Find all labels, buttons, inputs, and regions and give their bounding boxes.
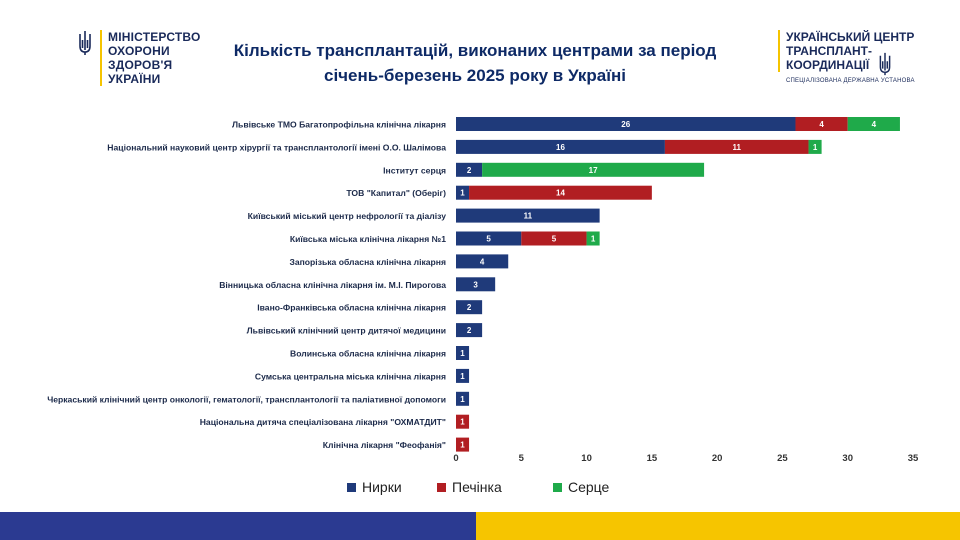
legend-label-heart: Серце [568, 479, 610, 495]
bar-segment-heart [847, 117, 900, 131]
x-tick-label: 20 [712, 453, 723, 464]
trident-icon [879, 52, 891, 76]
data-label: 2 [467, 303, 472, 312]
bar-segment-kidney [456, 117, 796, 131]
x-tick-label: 30 [842, 453, 853, 464]
data-label: 14 [556, 189, 565, 198]
ministry-name-line: УКРАЇНИ [108, 72, 161, 86]
footer-band-yellow [476, 512, 960, 540]
data-label: 11 [732, 143, 741, 152]
data-label: 4 [819, 120, 824, 129]
category-label: Вінницька обласна клінічна лікарня ім. М… [219, 280, 446, 290]
transplant-center-name-line: УКРАЇНСЬКИЙ ЦЕНТР [786, 30, 915, 44]
data-label: 11 [524, 212, 533, 221]
chart-title-line: Кількість трансплантацій, виконаних цент… [233, 41, 717, 60]
data-label: 1 [460, 418, 465, 427]
x-tick-label: 0 [453, 453, 458, 464]
data-label: 26 [621, 120, 630, 129]
bar-segment-liver [664, 139, 809, 154]
category-label: Львівський клінічний центр дитячої медиц… [247, 326, 446, 336]
bar-segment-kidney [456, 323, 483, 338]
category-label: Клінічна лікарня "Феофанія" [323, 440, 446, 450]
bar-segment-kidney [456, 139, 665, 154]
data-label: 1 [460, 372, 465, 381]
trident-icon [79, 31, 91, 55]
data-label: 5 [552, 235, 557, 244]
data-label: 1 [460, 349, 465, 358]
bar-segment-heart [482, 162, 705, 177]
category-label: Волинська обласна клінічна лікарня [290, 349, 446, 359]
data-label: 4 [872, 120, 877, 129]
data-label: 2 [467, 166, 472, 175]
category-label: Черкаський клінічний центр онкології, ге… [47, 394, 446, 404]
transplant-center-name-line: ТРАНСПЛАНТ- [786, 44, 872, 58]
data-label: 4 [480, 257, 485, 266]
bar-segment-kidney [456, 300, 483, 315]
bar-segment-liver [795, 117, 848, 131]
transplant-chart: Львівське ТМО Багатопрофільна клінічна л… [47, 117, 919, 495]
transplant-center-subtitle: СПЕЦІАЛІЗОВАНА ДЕРЖАВНА УСТАНОВА [786, 78, 915, 84]
data-label: 1 [460, 189, 465, 198]
category-label: Івано-Франківська обласна клінічна лікар… [257, 303, 446, 313]
bar-segment-liver [456, 414, 470, 429]
chart-title-line: січень-березень 2025 року в Україні [323, 66, 626, 85]
legend-label-kidney: Нирки [362, 479, 402, 495]
data-label: 1 [591, 235, 596, 244]
data-label: 1 [813, 143, 818, 152]
x-tick-label: 35 [908, 453, 919, 464]
chart-title: Кількість трансплантацій, виконаних цент… [190, 38, 760, 88]
transplant-center-logo: УКРАЇНСЬКИЙ ЦЕНТР ТРАНСПЛАНТ- КООРДИНАЦІ… [778, 30, 918, 84]
bar-segment-kidney [456, 254, 509, 269]
bar-segment-kidney [456, 162, 483, 177]
footer-band-blue [0, 512, 476, 540]
x-tick-label: 25 [777, 453, 788, 464]
category-label: Національна дитяча спеціалізована лікарн… [200, 417, 446, 427]
data-label: 17 [589, 166, 598, 175]
x-tick-label: 5 [519, 453, 525, 464]
data-label: 16 [556, 143, 565, 152]
bar-segment-heart [586, 231, 600, 246]
category-label: Київський міський центр нефрології та ді… [248, 211, 447, 221]
category-label: Київська міська клінічна лікарня №1 [290, 234, 446, 244]
ministry-logo: МІНІСТЕРСТВО ОХОРОНИ ЗДОРОВ'Я УКРАЇНИ [78, 30, 201, 86]
category-label: Національний науковий центр хірургії та … [107, 142, 446, 152]
ministry-name-line: ОХОРОНИ [108, 44, 170, 58]
category-label: Інститут серця [383, 165, 446, 175]
transplant-center-name-line: КООРДИНАЦІЇ [786, 58, 870, 72]
bar-segment-kidney [456, 346, 470, 360]
bar-segment-kidney [456, 368, 470, 383]
bar-segment-liver [469, 185, 652, 200]
legend-swatch-heart [553, 483, 562, 492]
category-label: Сумська центральна міська клінічна лікар… [255, 371, 446, 381]
category-label: Запорізька обласна клінічна лікарня [289, 257, 446, 267]
bar-segment-liver [456, 437, 470, 452]
category-label: Львівське ТМО Багатопрофільна клінічна л… [232, 120, 446, 130]
data-label: 1 [460, 441, 465, 450]
data-label: 1 [460, 395, 465, 404]
legend-label-liver: Печінка [452, 479, 502, 495]
x-tick-label: 15 [647, 453, 658, 464]
bar-segment-heart [808, 139, 822, 154]
legend-swatch-liver [437, 483, 446, 492]
ministry-name: МІНІСТЕРСТВО ОХОРОНИ ЗДОРОВ'Я УКРАЇНИ [100, 30, 201, 86]
bar-segment-kidney [456, 277, 496, 292]
bar-segment-kidney [456, 185, 470, 200]
x-tick-label: 10 [581, 453, 592, 464]
bar-segment-liver [521, 231, 587, 246]
data-label: 5 [486, 235, 491, 244]
category-label: ТОВ "Капитал" (Оберіг) [346, 188, 446, 198]
ministry-name-line: МІНІСТЕРСТВО [108, 30, 201, 44]
data-label: 3 [473, 280, 478, 289]
bar-segment-kidney [456, 231, 522, 246]
legend-swatch-kidney [347, 483, 356, 492]
transplant-center-name: УКРАЇНСЬКИЙ ЦЕНТР ТРАНСПЛАНТ- КООРДИНАЦІ… [778, 30, 918, 72]
data-label: 2 [467, 326, 472, 335]
ministry-name-line: ЗДОРОВ'Я [108, 58, 173, 72]
bar-segment-kidney [456, 208, 600, 223]
bar-segment-kidney [456, 391, 470, 406]
